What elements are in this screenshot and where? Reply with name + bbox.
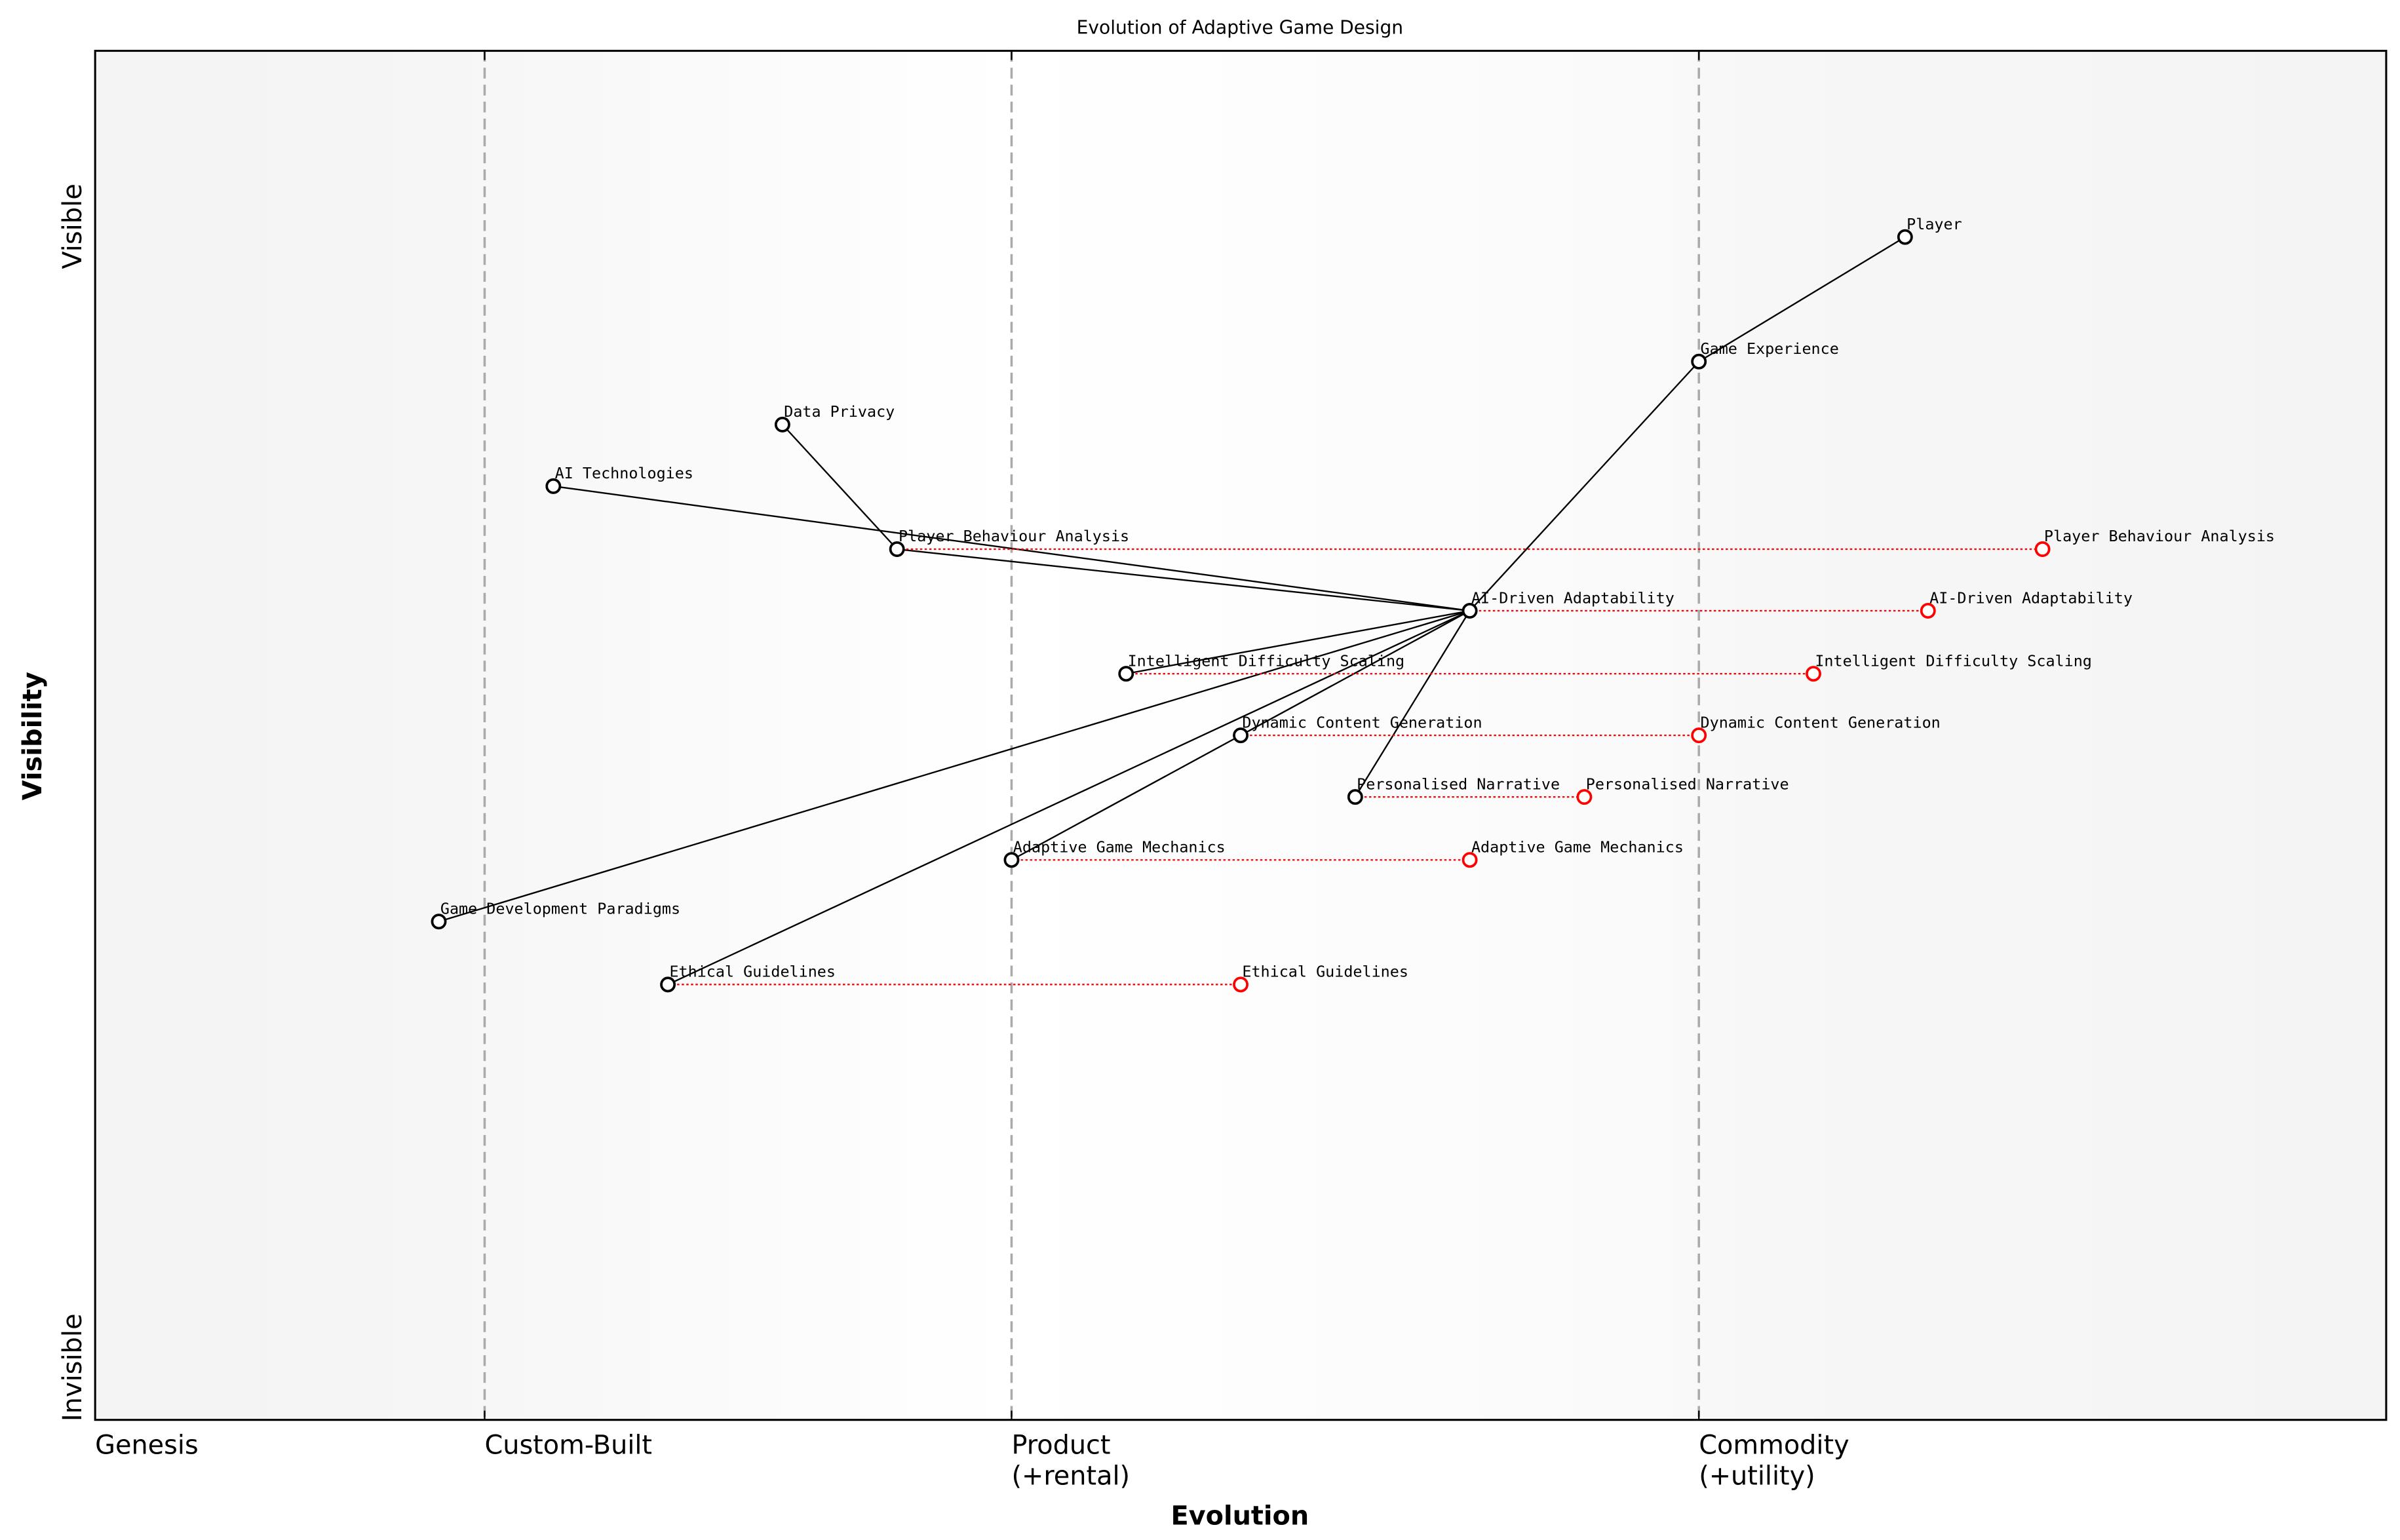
evolved-node-adaptive-game-mechanics[interactable]: [1461, 852, 1478, 868]
node-label-personalised-narrative: Personalised Narrative: [1357, 775, 1560, 793]
node-label-adaptive-game-mechanics: Adaptive Game Mechanics: [1013, 837, 1226, 856]
link-ai-driven-adaptability-to-dynamic-content-generation: [1240, 609, 1471, 737]
y-label-visible: Visible: [58, 183, 88, 269]
link-player-behaviour-analysis-to-data-privacy: [782, 424, 898, 550]
y-axis-label: Visibility: [18, 672, 48, 800]
node-ai-driven-adaptability[interactable]: [1461, 603, 1478, 619]
link-ai-driven-adaptability-to-personalised-narrative: [1354, 610, 1471, 798]
link-player-to-game-experience: [1698, 236, 1906, 362]
evolved-label-player-behaviour-analysis: Player Behaviour Analysis: [2044, 527, 2275, 545]
node-game-experience[interactable]: [1691, 353, 1707, 370]
evolved-label-dynamic-content-generation: Dynamic Content Generation: [1701, 713, 1941, 731]
evolved-node-dynamic-content-generation[interactable]: [1691, 727, 1707, 744]
node-adaptive-game-mechanics[interactable]: [1003, 852, 1020, 868]
node-intelligent-difficulty-scaling[interactable]: [1118, 666, 1134, 682]
node-player[interactable]: [1897, 229, 1913, 245]
node-label-ai-technologies: AI Technologies: [555, 464, 693, 482]
link-ai-driven-adaptability-to-game-development-paradigms: [438, 609, 1470, 923]
node-label-ai-driven-adaptability: AI-Driven Adaptability: [1471, 588, 1674, 607]
evolved-node-ai-driven-adaptability[interactable]: [1920, 603, 1936, 619]
link-ai-driven-adaptability-to-intelligent-difficulty-scaling: [1126, 609, 1470, 675]
node-label-intelligent-difficulty-scaling: Intelligent Difficulty Scaling: [1128, 651, 1405, 670]
evolved-node-ethical-guidelines[interactable]: [1233, 976, 1248, 993]
evolved-label-intelligent-difficulty-scaling: Intelligent Difficulty Scaling: [1815, 651, 2092, 670]
x-axis-label: Evolution: [1171, 1501, 1309, 1531]
chart-title: Evolution of Adaptive Game Design: [1077, 17, 1403, 39]
node-data-privacy[interactable]: [774, 416, 790, 433]
x-stage-label-custom-built: Custom-Built: [484, 1430, 652, 1460]
node-label-ethical-guidelines: Ethical Guidelines: [669, 963, 836, 981]
link-game-experience-to-ai-driven-adaptability: [1469, 360, 1700, 611]
node-label-player-behaviour-analysis: Player Behaviour Analysis: [899, 527, 1129, 545]
x-stage-label-product-rental: Product (+rental): [1011, 1430, 1130, 1491]
node-ai-technologies[interactable]: [545, 478, 562, 494]
x-stage-label-genesis: Genesis: [95, 1430, 199, 1460]
link-dynamic-content-generation-to-adaptive-game-mechanics: [1011, 735, 1241, 861]
node-ethical-guidelines[interactable]: [660, 976, 676, 993]
evolved-node-intelligent-difficulty-scaling[interactable]: [1806, 666, 1821, 682]
node-personalised-narrative[interactable]: [1347, 789, 1363, 805]
evolved-label-adaptive-game-mechanics: Adaptive Game Mechanics: [1471, 837, 1684, 856]
plot-frame: [94, 50, 2388, 1421]
evolved-node-player-behaviour-analysis[interactable]: [2034, 541, 2051, 557]
node-label-game-experience: Game Experience: [1701, 339, 1839, 358]
node-label-player: Player: [1906, 215, 1962, 233]
link-ai-driven-adaptability-to-ai-technologies: [553, 485, 1470, 612]
node-label-data-privacy: Data Privacy: [784, 402, 895, 421]
evolved-node-personalised-narrative[interactable]: [1576, 789, 1593, 805]
link-ai-driven-adaptability-to-ethical-guidelines: [667, 609, 1471, 986]
y-label-invisible: Invisible: [58, 1313, 88, 1421]
node-player-behaviour-analysis[interactable]: [889, 541, 905, 557]
node-game-development-paradigms[interactable]: [431, 914, 447, 930]
node-label-dynamic-content-generation: Dynamic Content Generation: [1242, 713, 1482, 731]
evolved-label-ai-driven-adaptability: AI-Driven Adaptability: [1929, 588, 2133, 607]
node-label-game-development-paradigms: Game Development Paradigms: [440, 899, 680, 917]
evolved-label-personalised-narrative: Personalised Narrative: [1586, 775, 1789, 793]
evolved-label-ethical-guidelines: Ethical Guidelines: [1242, 963, 1408, 981]
link-ai-driven-adaptability-to-player-behaviour-analysis: [897, 548, 1470, 612]
node-dynamic-content-generation[interactable]: [1233, 727, 1248, 744]
x-stage-label-commodity-utility: Commodity (+utility): [1699, 1430, 1849, 1491]
